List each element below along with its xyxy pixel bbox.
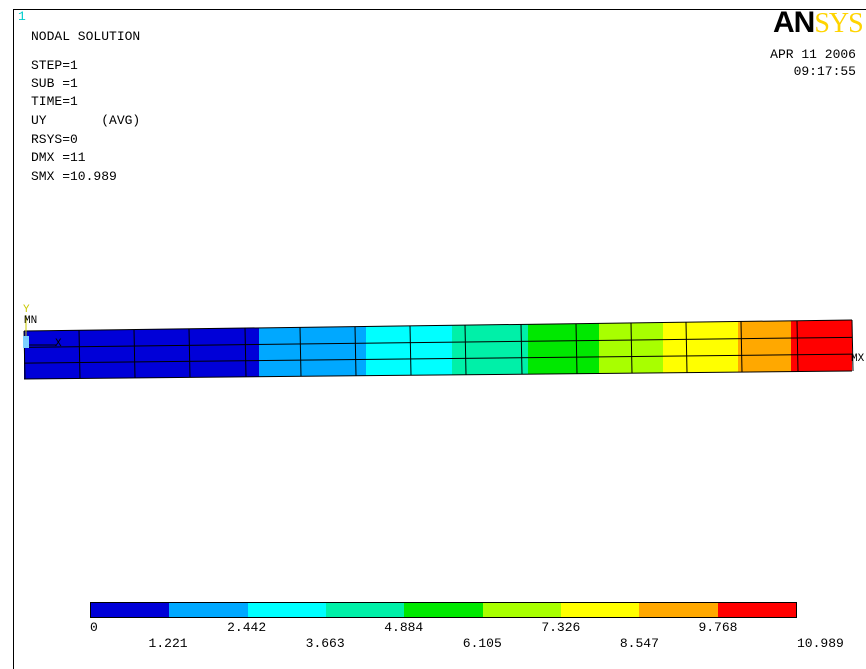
- legend-value-label: 8.547: [619, 636, 659, 651]
- legend-value-label: 1.221: [148, 636, 188, 651]
- mesh-vertical-line: [630, 322, 633, 374]
- ansys-logo: ANSYS: [773, 6, 864, 41]
- mesh-vertical-line: [409, 325, 412, 376]
- max-label: MX: [851, 353, 865, 365]
- mesh-vertical-line: [188, 328, 191, 378]
- legend-value-label: 3.663: [305, 636, 345, 651]
- mesh-horizontal-line: [23, 370, 853, 380]
- legend-swatch: [91, 603, 170, 617]
- legend-value-label: 0: [90, 620, 98, 635]
- contour-band: [528, 323, 599, 375]
- param-rsys: RSYS=0: [31, 132, 78, 147]
- param-time: TIME=1: [31, 94, 78, 109]
- contour-band: [259, 326, 366, 377]
- mesh-vertical-line: [78, 330, 81, 379]
- mesh-vertical-line: [685, 322, 688, 373]
- mesh-vertical-line: [354, 326, 357, 376]
- mesh-horizontal-line: [23, 353, 853, 364]
- mesh-horizontal-line: [23, 319, 853, 332]
- legend-value-label: 9.768: [698, 620, 738, 635]
- plot-title: NODAL SOLUTION: [31, 29, 141, 44]
- mesh-vertical-line: [299, 327, 302, 377]
- contour-band: [663, 321, 738, 373]
- x-axis-label: X: [55, 338, 62, 350]
- triad-marker: [23, 336, 29, 348]
- mesh-vertical-line: [796, 320, 799, 372]
- contour-band: [452, 324, 528, 375]
- mesh-vertical-line: [464, 325, 467, 375]
- legend-value-label: 7.326: [541, 620, 581, 635]
- element-mesh: [23, 319, 854, 380]
- date-text: APR 11 2006: [770, 47, 856, 62]
- coordinate-triad: [23, 315, 56, 348]
- mesh-vertical-line: [244, 328, 247, 377]
- deformed-beam-contour: [23, 315, 854, 380]
- param-uy: UY (AVG): [31, 113, 141, 128]
- contour-band: [366, 325, 452, 376]
- mesh-vertical-line: [520, 324, 523, 375]
- legend-swatch: [169, 603, 248, 617]
- legend-swatch: [717, 603, 796, 617]
- logo-text-sys: SYS: [814, 8, 863, 39]
- time-text: 09:17:55: [793, 64, 856, 79]
- legend-swatch: [560, 603, 640, 617]
- timestamp: APR 11 2006 09:17:55: [770, 46, 856, 80]
- legend-swatch: [639, 603, 718, 617]
- legend-value-label: 6.105: [462, 636, 502, 651]
- param-dmx: DMX =11: [31, 150, 86, 165]
- legend-swatch: [325, 603, 405, 617]
- param-sub: SUB =1: [31, 76, 78, 91]
- mesh-vertical-line: [740, 321, 743, 373]
- window-number: 1: [18, 9, 26, 24]
- contour-band: [24, 327, 259, 379]
- legend-swatch: [482, 603, 561, 617]
- contour-band: [791, 320, 852, 372]
- legend-value-label: 2.442: [227, 620, 267, 635]
- mesh-vertical-line: [575, 323, 578, 374]
- logo-text-an: AN: [773, 6, 815, 39]
- mesh-vertical-line: [851, 319, 854, 372]
- param-step: STEP=1: [31, 58, 78, 73]
- mesh-horizontal-line: [23, 336, 853, 348]
- mesh-vertical-line: [133, 329, 136, 378]
- y-axis-label: Y: [23, 304, 30, 316]
- legend-value-label: 10.989: [797, 636, 844, 651]
- graphics-window-frame: [13, 9, 866, 669]
- contour-bands: [24, 320, 852, 379]
- legend-swatch: [404, 603, 483, 617]
- legend-value-label: 4.884: [384, 620, 424, 635]
- param-smx: SMX =10.989: [31, 169, 117, 184]
- legend-swatch: [247, 603, 326, 617]
- min-label: MN: [24, 315, 38, 327]
- contour-legend-bar: [90, 602, 797, 618]
- contour-band: [738, 320, 791, 373]
